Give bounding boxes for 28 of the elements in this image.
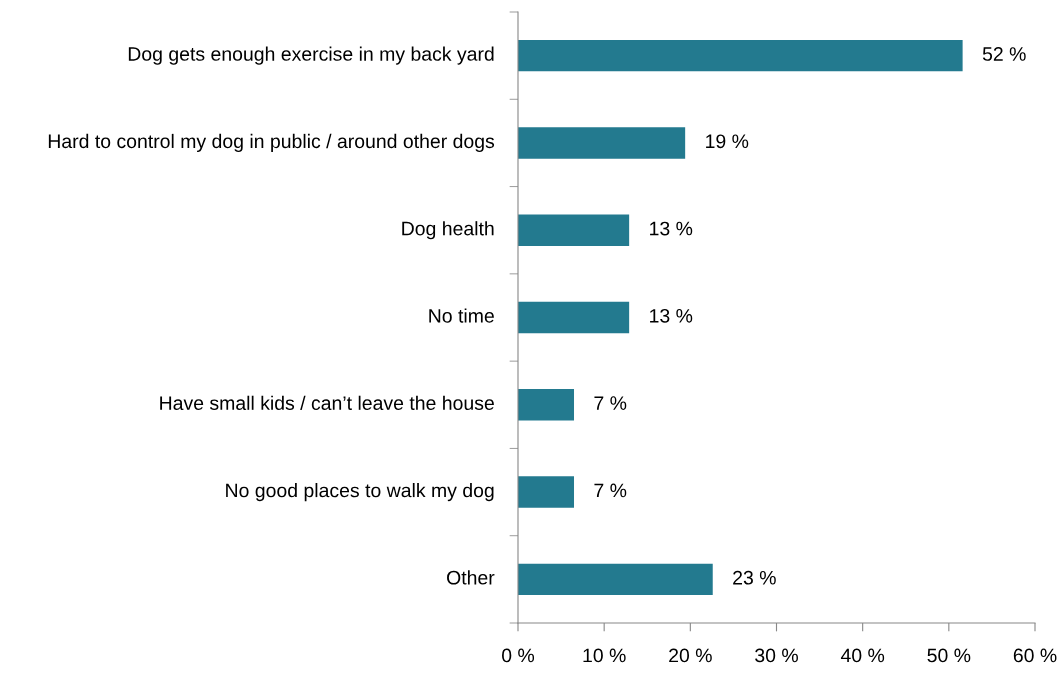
data-label: 52 % — [982, 47, 1026, 61]
y-tick-label: No good places to walk my dog — [226, 483, 494, 502]
x-tick-label: 50 % — [927, 648, 971, 663]
y-tick-label: Have small kids / can’t leave the house — [160, 395, 494, 411]
y-tick-label: Other — [447, 570, 495, 585]
x-tick-label: 40 % — [840, 648, 885, 663]
x-tick-label: 0 % — [502, 648, 535, 663]
x-tick-label: 30 % — [755, 648, 798, 663]
bar — [518, 39, 963, 72]
y-tick-label: Hard to control my dog in public / around other dogs — [48, 133, 495, 152]
data-label: 7 % — [594, 396, 627, 410]
y-tick-label: Dog health — [402, 221, 494, 240]
y-tick-label: No time — [429, 308, 494, 323]
x-tick-label: 60 % — [1013, 648, 1057, 663]
data-label: 23 % — [733, 570, 776, 585]
bar — [518, 127, 686, 159]
bar — [518, 563, 713, 596]
bar — [518, 476, 575, 508]
bar — [518, 301, 630, 334]
bar — [518, 214, 630, 246]
x-tick-label: 10 % — [583, 648, 626, 663]
bar — [518, 389, 575, 421]
data-label: 13 % — [650, 308, 693, 323]
y-tick-label: Dog gets enough exercise in my back yard — [128, 46, 494, 65]
data-label: 13 % — [650, 221, 693, 236]
data-label: 7 % — [594, 483, 627, 498]
data-label: 19 % — [706, 134, 749, 149]
x-tick-label: 20 % — [669, 648, 712, 663]
